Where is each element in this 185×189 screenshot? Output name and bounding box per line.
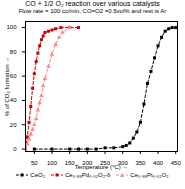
svg-text:% of CO₂ formation →: % of CO₂ formation →: [4, 57, 10, 116]
html-text:CeO₂: CeO₂: [30, 172, 45, 178]
html-text:CO + 1/2 O₂ reaction over vari: CO + 1/2 O₂ reaction over various cataly…: [25, 0, 160, 7]
html-text:Ce₀.₉₈Pt₀.₀₂O₂: Ce₀.₉₈Pt₀.₀₂O₂: [130, 172, 169, 178]
svg-text:0: 0: [13, 146, 17, 152]
svg-text:100: 100: [47, 160, 58, 166]
svg-text:150: 150: [64, 159, 75, 166]
html-text:Ce₀.₉₈Pd₀.₀₂O₂-δ: Ce₀.₉₈Pd₀.₀₂O₂-δ: [65, 172, 111, 178]
svg-text:40: 40: [10, 97, 17, 103]
svg-text:100: 100: [6, 24, 17, 30]
svg-text:450: 450: [171, 160, 182, 166]
svg-text:400: 400: [153, 160, 164, 166]
svg-text:80: 80: [10, 49, 17, 55]
svg-text:50: 50: [31, 160, 38, 166]
svg-text:60: 60: [10, 73, 17, 79]
svg-text:20: 20: [10, 122, 17, 128]
svg-text:Temperature (°C) →: Temperature (°C) →: [75, 164, 129, 170]
html-text:Flow rate = 100 cc/min, CO=O2: Flow rate = 100 cc/min, CO=O2 =0.5vol% a…: [18, 8, 167, 14]
svg-text:350: 350: [135, 160, 146, 166]
